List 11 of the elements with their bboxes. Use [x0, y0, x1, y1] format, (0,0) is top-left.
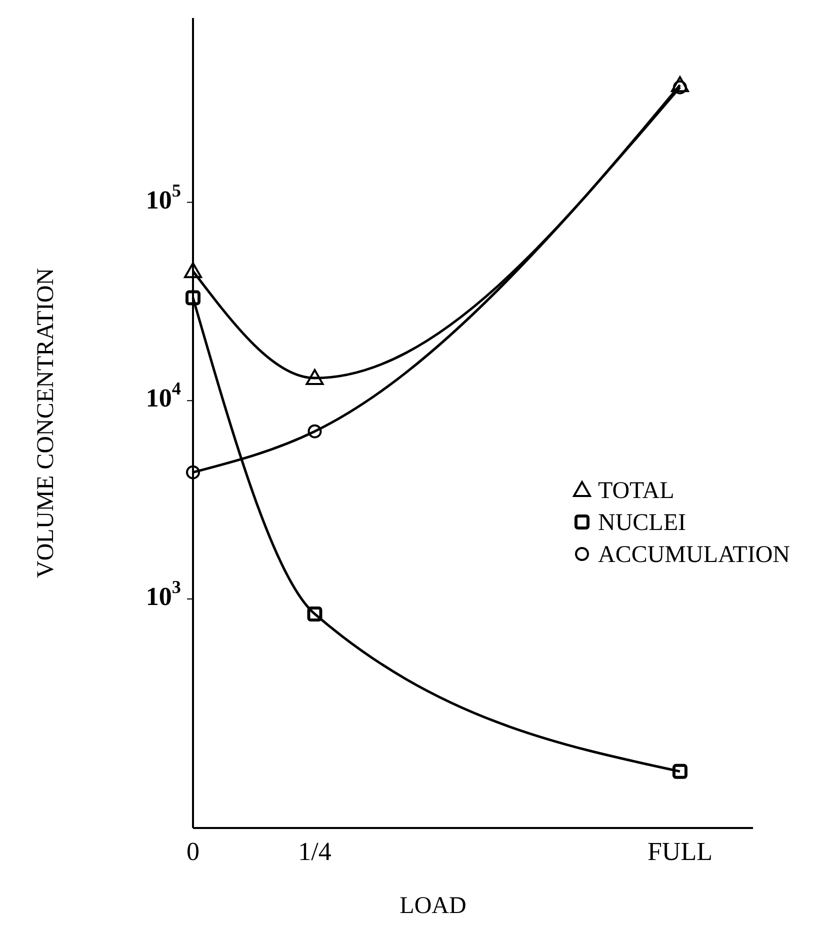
x-tick-label: 0	[186, 837, 200, 866]
legend-label: ACCUMULATION	[598, 542, 790, 568]
y-tick-label: 10$^{3}$	[146, 577, 181, 611]
y-tick-label: 10$^{5}$	[146, 180, 181, 214]
x-tick-label: FULL	[647, 837, 712, 866]
y-tick-label: 10$^{4}$	[146, 378, 181, 413]
legend-label: TOTAL	[598, 478, 674, 504]
x-tick-label: 1/4	[298, 837, 332, 866]
legend-label: NUCLEI	[598, 510, 686, 536]
x-axis-title: LOAD	[400, 893, 466, 919]
y-axis-title: VOLUME CONCENTRATION	[33, 268, 59, 578]
